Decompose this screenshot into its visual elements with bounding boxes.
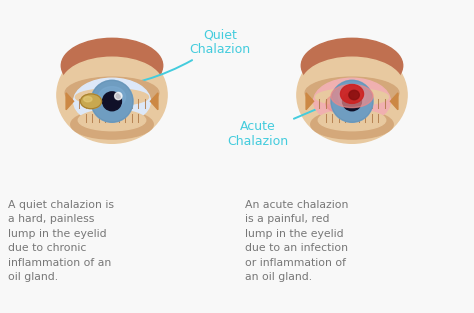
Ellipse shape bbox=[81, 94, 101, 109]
Ellipse shape bbox=[349, 90, 359, 100]
Circle shape bbox=[115, 92, 122, 100]
Circle shape bbox=[343, 92, 362, 111]
Ellipse shape bbox=[326, 94, 357, 113]
Text: A quiet chalazion is
a hard, painless
lump in the eyelid
due to chronic
inflamma: A quiet chalazion is a hard, painless lu… bbox=[8, 200, 114, 282]
Ellipse shape bbox=[301, 38, 403, 93]
Ellipse shape bbox=[73, 78, 150, 124]
Ellipse shape bbox=[57, 47, 167, 143]
Ellipse shape bbox=[297, 47, 407, 143]
Text: Acute
Chalazion: Acute Chalazion bbox=[228, 95, 347, 148]
Ellipse shape bbox=[316, 89, 389, 105]
Circle shape bbox=[355, 92, 362, 100]
Circle shape bbox=[91, 80, 133, 122]
Ellipse shape bbox=[301, 57, 403, 112]
Ellipse shape bbox=[98, 87, 126, 108]
Ellipse shape bbox=[314, 78, 391, 124]
Ellipse shape bbox=[305, 77, 399, 109]
Ellipse shape bbox=[61, 57, 163, 112]
Ellipse shape bbox=[65, 77, 159, 109]
Ellipse shape bbox=[71, 110, 153, 139]
Ellipse shape bbox=[338, 87, 365, 108]
Circle shape bbox=[331, 80, 373, 122]
Ellipse shape bbox=[83, 97, 92, 102]
Ellipse shape bbox=[61, 38, 163, 93]
Ellipse shape bbox=[331, 85, 373, 108]
Circle shape bbox=[91, 80, 133, 122]
Polygon shape bbox=[150, 93, 158, 110]
Polygon shape bbox=[66, 93, 73, 110]
Text: Quiet
Chalazion: Quiet Chalazion bbox=[97, 28, 251, 91]
Ellipse shape bbox=[340, 85, 364, 103]
Ellipse shape bbox=[78, 110, 146, 131]
Text: An acute chalazion
is a painful, red
lump in the eyelid
due to an infection
or i: An acute chalazion is a painful, red lum… bbox=[245, 200, 348, 282]
Ellipse shape bbox=[75, 89, 148, 105]
Ellipse shape bbox=[311, 110, 393, 139]
Circle shape bbox=[331, 80, 373, 122]
Ellipse shape bbox=[318, 110, 386, 131]
Polygon shape bbox=[391, 93, 398, 110]
Polygon shape bbox=[306, 93, 314, 110]
Circle shape bbox=[102, 92, 121, 111]
